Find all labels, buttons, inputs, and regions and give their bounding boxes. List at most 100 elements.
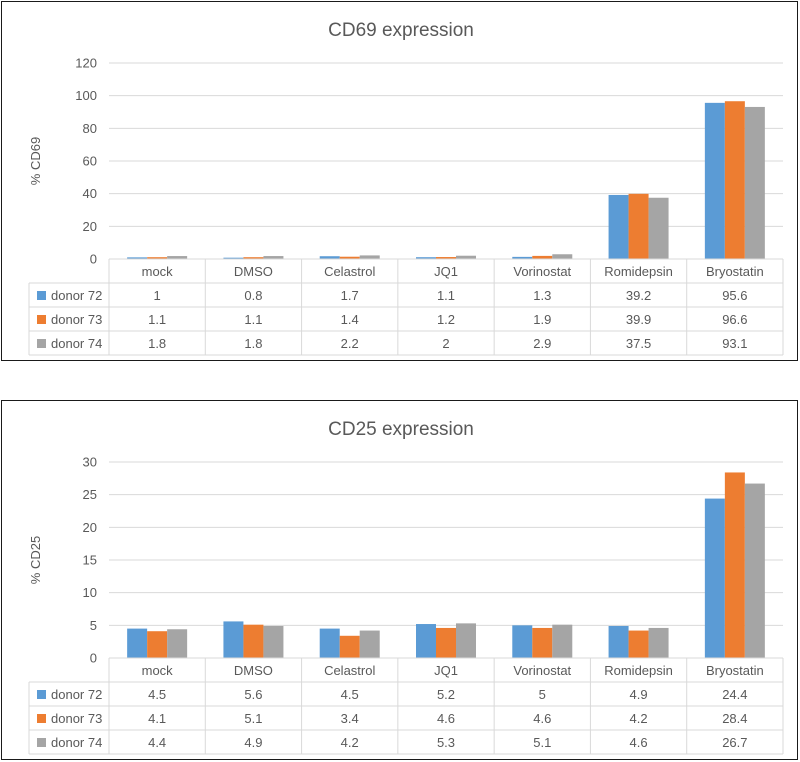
cd25-y-tick-label: 25 [83, 487, 97, 502]
cd69-y-tick-label: 40 [83, 186, 97, 201]
cd69-bar-donor-72-mock [127, 257, 148, 259]
cd25-table-value: 4.6 [533, 711, 551, 726]
cd69-table-value: 1.1 [148, 312, 166, 327]
cd69-legend-label: donor 72 [51, 288, 102, 303]
cd69-table-value: 1.1 [244, 312, 262, 327]
cd25-category-label: DMSO [234, 663, 273, 678]
cd69-table-value: 39.9 [626, 312, 651, 327]
cd25-bar-donor-74-dmso [263, 625, 284, 658]
cd69-bar-donor-72-romidepsin [608, 194, 629, 259]
cd25-table-value: 24.4 [722, 687, 747, 702]
cd25-legend-label: donor 74 [51, 735, 102, 750]
cd25-bar-donor-73-jq1 [436, 627, 456, 658]
cd69-bar-donor-73-dmso [243, 257, 264, 259]
cd25-table-value: 4.5 [148, 687, 166, 702]
cd25-table-value: 4.5 [341, 687, 359, 702]
cd25-table-value: 5.1 [244, 711, 262, 726]
cd69-table-value: 2 [442, 336, 449, 351]
cd69-y-tick-label: 0 [90, 252, 97, 267]
cd69-table-value: 2.9 [533, 336, 551, 351]
cd69-legend-label: donor 73 [51, 312, 102, 327]
cd25-category-label: Bryostatin [706, 663, 764, 678]
cd25-y-tick-label: 30 [83, 455, 97, 470]
cd25-table-value: 5.2 [437, 687, 455, 702]
cd25-table-value: 4.2 [630, 711, 648, 726]
cd69-chart-panel: CD69 expression % CD69 0 20 40 60 80 100 120 mock… [1, 1, 798, 361]
cd69-bar-donor-73-romidepsin [628, 193, 649, 259]
cd25-bar-donor-74-vorinostat [552, 624, 573, 658]
cd69-table-value: 37.5 [626, 336, 651, 351]
cd69-bar-donor-72-celastrol [319, 256, 340, 259]
cd69-bar-donor-74-jq1 [456, 255, 476, 259]
cd25-bar-donor-74-mock [167, 629, 188, 658]
cd69-table-value: 1.8 [148, 336, 166, 351]
cd25-table-value: 4.4 [148, 735, 166, 750]
cd69-bar-donor-73-celastrol [339, 256, 360, 259]
cd69-category-label: Romidepsin [604, 264, 673, 279]
cd25-chart-title: CD25 expression [328, 419, 474, 440]
cd25-bar-donor-72-dmso [223, 621, 244, 658]
cd69-bar-donor-73-vorinostat [532, 255, 553, 259]
cd25-bar-donor-73-dmso [243, 624, 264, 658]
cd69-bar-donor-72-vorinostat [512, 256, 533, 259]
cd25-category-label: Romidepsin [604, 663, 673, 678]
cd69-bar-donor-74-bryostatin [744, 106, 765, 259]
cd25-table-value: 5.3 [437, 735, 455, 750]
cd25-chart-panel: CD25 expression % CD25 0 5 10 15 20 25 30 mock DMS… [1, 400, 798, 760]
cd25-table-value: 5.6 [244, 687, 262, 702]
cd25-category-label: Celastrol [324, 663, 375, 678]
cd69-bar-donor-73-jq1 [436, 257, 456, 259]
cd69-y-tick-label: 20 [83, 219, 97, 234]
cd69-bar-donor-72-jq1 [416, 257, 436, 259]
cd69-legend-swatch [37, 315, 46, 324]
cd25-bar-donor-74-romidepsin [648, 627, 669, 658]
cd69-bar-donor-72-dmso [223, 257, 244, 259]
cd69-y-tick-label: 60 [83, 154, 97, 169]
cd25-legend-label: donor 72 [51, 687, 102, 702]
cd69-table-value: 1 [154, 288, 161, 303]
cd25-table-value: 5.1 [533, 735, 551, 750]
cd69-bar-donor-74-romidepsin [648, 197, 669, 259]
cd25-legend-swatch [37, 738, 46, 747]
cd25-bar-donor-74-jq1 [456, 623, 476, 658]
cd69-table-value: 1.9 [533, 312, 551, 327]
cd25-bar-donor-73-mock [147, 631, 168, 658]
cd25-y-tick-label: 20 [83, 520, 97, 535]
cd69-y-tick-label: 80 [83, 121, 97, 136]
cd25-category-label: mock [142, 663, 174, 678]
cd25-y-tick-label: 10 [83, 585, 97, 600]
cd25-bar-donor-74-bryostatin [744, 483, 765, 658]
cd69-bar-donor-74-vorinostat [552, 254, 573, 259]
cd69-table-value: 95.6 [722, 288, 747, 303]
cd25-table-value: 3.4 [341, 711, 359, 726]
cd25-y-tick-label: 5 [90, 618, 97, 633]
cd69-table-value: 1.8 [244, 336, 262, 351]
cd69-chart-title: CD69 expression [328, 20, 474, 41]
cd25-bar-donor-72-jq1 [416, 624, 436, 658]
cd25-bar-donor-73-romidepsin [628, 630, 649, 658]
cd69-table-value: 96.6 [722, 312, 747, 327]
cd69-bar-donor-74-mock [167, 256, 188, 259]
cd25-table-value: 4.6 [630, 735, 648, 750]
cd69-bar-donor-73-mock [147, 257, 168, 259]
cd25-bar-donor-72-mock [127, 628, 148, 658]
cd69-table-value: 39.2 [626, 288, 651, 303]
cd25-category-label: Vorinostat [513, 663, 571, 678]
cd25-legend-label: donor 73 [51, 711, 102, 726]
cd25-table-value: 4.2 [341, 735, 359, 750]
cd69-legend-label: donor 74 [51, 336, 102, 351]
cd69-category-label: JQ1 [434, 264, 458, 279]
cd25-table-value: 28.4 [722, 711, 747, 726]
cd69-table-value: 1.4 [341, 312, 359, 327]
cd69-table-value: 1.7 [341, 288, 359, 303]
cd25-table-value: 4.1 [148, 711, 166, 726]
cd25-bar-chart: CD25 expression % CD25 0 5 10 15 20 25 30 mock DMS… [28, 419, 784, 755]
cd25-bar-donor-72-vorinostat [512, 625, 533, 658]
cd25-bar-donor-72-celastrol [319, 628, 340, 658]
cd25-bar-donor-72-romidepsin [608, 625, 629, 658]
cd69-category-label: Bryostatin [706, 264, 764, 279]
cd69-legend-swatch [37, 339, 46, 348]
cd69-table-value: 1.2 [437, 312, 455, 327]
cd25-bar-donor-73-bryostatin [724, 472, 745, 658]
cd25-y-tick-label: 15 [83, 553, 97, 568]
